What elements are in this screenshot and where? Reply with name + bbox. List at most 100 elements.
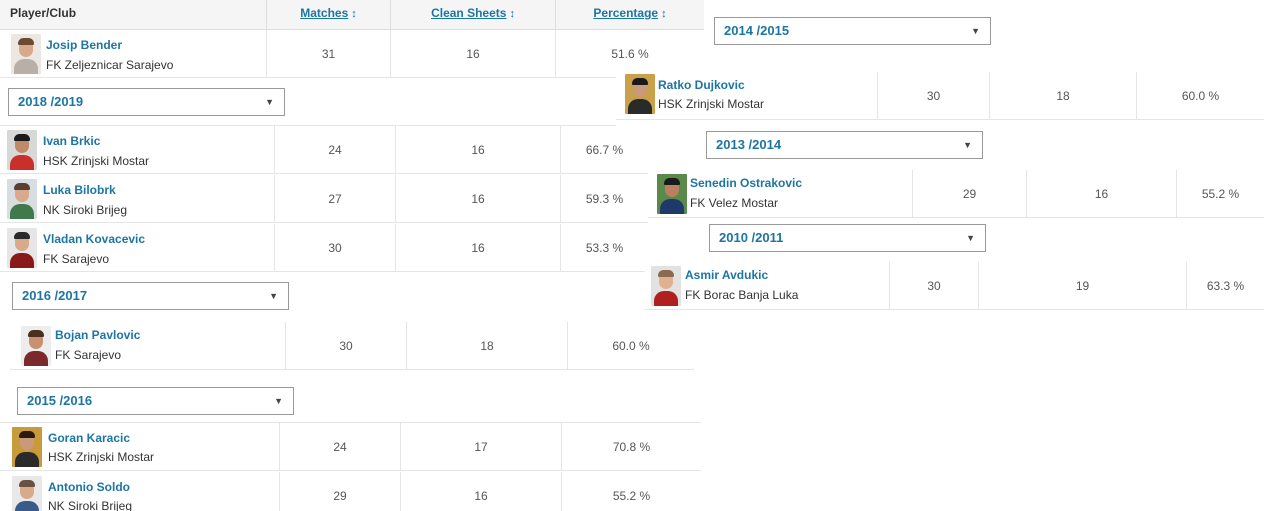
clean-sheets-cell: 16 — [395, 126, 560, 174]
season-select[interactable]: 2013 /2014 ▼ — [706, 131, 983, 159]
matches-cell: 29 — [279, 472, 400, 511]
clean-sheets-cell: 16 — [390, 30, 555, 78]
player-avatar — [651, 266, 681, 306]
caret-down-icon: ▼ — [971, 26, 980, 36]
player-club: FK Sarajevo — [43, 252, 110, 266]
table-row: Ratko Dujkovic HSK Zrinjski Mostar 30 18… — [616, 72, 1264, 120]
player-club: HSK Zrinjski Mostar — [658, 97, 765, 111]
season-select[interactable]: 2016 /2017 ▼ — [12, 282, 289, 310]
season-select[interactable]: 2018 /2019 ▼ — [8, 88, 285, 116]
player-avatar — [7, 130, 37, 170]
sort-icon: ↕ — [661, 8, 667, 20]
player-name-link[interactable]: Senedin Ostrakovic — [690, 176, 803, 190]
percentage-cell: 70.8 % — [561, 423, 701, 471]
player-name-link[interactable]: Bojan Pavlovic — [55, 328, 141, 342]
table-row: Senedin Ostrakovic FK Velez Mostar 29 16… — [648, 170, 1264, 218]
player-club: HSK Zrinjski Mostar — [43, 154, 150, 168]
player-avatar — [625, 74, 655, 114]
matches-cell: 24 — [279, 423, 400, 471]
divider — [0, 422, 701, 423]
clean-sheets-cell: 16 — [395, 224, 560, 272]
season-value: 2015 /2016 — [27, 393, 93, 408]
player-avatar — [11, 34, 41, 74]
player-name-link[interactable]: Ivan Brkic — [43, 134, 101, 148]
matches-cell: 27 — [274, 175, 395, 223]
caret-down-icon: ▼ — [274, 396, 283, 406]
player-club: NK Siroki Brijeg — [48, 499, 133, 511]
percentage-cell: 53.3 % — [560, 224, 648, 272]
table-row: Luka Bilobrk NK Siroki Brijeg 27 16 59.3… — [0, 175, 648, 223]
matches-cell: 30 — [274, 224, 395, 272]
player-name-link[interactable]: Ratko Dujkovic — [658, 78, 745, 92]
season-select[interactable]: 2010 /2011 ▼ — [709, 224, 986, 252]
season-select[interactable]: 2014 /2015 ▼ — [714, 17, 991, 45]
player-avatar — [7, 179, 37, 219]
clean-sheets-cell: 19 — [978, 262, 1186, 310]
percentage-cell: 60.0 % — [567, 322, 694, 370]
matches-cell: 30 — [889, 262, 978, 310]
player-avatar — [7, 228, 37, 268]
caret-down-icon: ▼ — [963, 140, 972, 150]
clean-sheets-cell: 16 — [395, 175, 560, 223]
matches-cell: 30 — [285, 322, 406, 370]
percentage-cell: 59.3 % — [560, 175, 648, 223]
table-row: Vladan Kovacevic FK Sarajevo 30 16 53.3 … — [0, 224, 648, 272]
clean-sheets-cell: 17 — [400, 423, 561, 471]
sort-icon: ↕ — [509, 8, 515, 20]
table-row: Antonio Soldo NK Siroki Brijeg 29 16 55.… — [0, 472, 701, 511]
matches-cell: 29 — [912, 170, 1026, 218]
table-row: Josip Bender FK Zeljeznicar Sarajevo 31 … — [0, 30, 704, 78]
table-row: Ivan Brkic HSK Zrinjski Mostar 24 16 66.… — [0, 126, 648, 174]
season-select[interactable]: 2015 /2016 ▼ — [17, 387, 294, 415]
percentage-cell: 60.0 % — [1136, 72, 1264, 120]
matches-cell: 30 — [877, 72, 989, 120]
player-club: FK Sarajevo — [55, 348, 122, 362]
season-value: 2016 /2017 — [22, 288, 88, 303]
percentage-cell: 55.2 % — [1176, 170, 1264, 218]
player-name-link[interactable]: Luka Bilobrk — [43, 183, 116, 197]
player-avatar — [657, 174, 687, 214]
sort-matches-button[interactable]: Matches ↕ — [266, 0, 390, 30]
percentage-cell: 55.2 % — [561, 472, 701, 511]
player-avatar — [21, 326, 51, 366]
table-header: Player/Club Matches ↕ Clean Sheets ↕ Perce… — [0, 0, 704, 30]
season-value: 2010 /2011 — [719, 230, 784, 245]
player-avatar — [12, 476, 42, 511]
column-header-percentage: Percentage — [593, 6, 659, 20]
player-club: FK Velez Mostar — [690, 196, 779, 210]
caret-down-icon: ▼ — [269, 291, 278, 301]
matches-cell: 24 — [274, 126, 395, 174]
player-name-link[interactable]: Antonio Soldo — [48, 480, 130, 494]
column-header-clean-sheets: Clean Sheets — [431, 6, 507, 20]
percentage-cell: 51.6 % — [555, 30, 704, 78]
player-name-link[interactable]: Josip Bender — [46, 38, 123, 52]
player-name-link[interactable]: Goran Karacic — [48, 431, 131, 445]
season-value: 2013 /2014 — [716, 137, 782, 152]
caret-down-icon: ▼ — [966, 233, 975, 243]
player-club: FK Borac Banja Luka — [685, 288, 799, 302]
player-club: HSK Zrinjski Mostar — [48, 450, 155, 464]
player-club: FK Zeljeznicar Sarajevo — [46, 58, 174, 72]
clean-sheets-cell: 18 — [406, 322, 567, 370]
sort-icon: ↕ — [351, 8, 357, 20]
percentage-cell: 66.7 % — [560, 126, 648, 174]
player-club: NK Siroki Brijeg — [43, 203, 128, 217]
sort-clean-sheets-button[interactable]: Clean Sheets ↕ — [390, 0, 555, 30]
sort-percentage-button[interactable]: Percentage ↕ — [555, 0, 704, 30]
clean-sheets-cell: 16 — [400, 472, 561, 511]
clean-sheets-cell: 16 — [1026, 170, 1176, 218]
caret-down-icon: ▼ — [265, 97, 274, 107]
table-row: Goran Karacic HSK Zrinjski Mostar 24 17 … — [0, 423, 701, 471]
season-value: 2014 /2015 — [724, 23, 790, 38]
column-header-player: Player/Club — [10, 6, 77, 20]
percentage-cell: 63.3 % — [1186, 262, 1264, 310]
divider — [0, 125, 616, 126]
player-avatar — [12, 427, 42, 467]
column-header-matches: Matches — [300, 6, 349, 20]
table-row: Asmir Avdukic FK Borac Banja Luka 30 19 … — [645, 262, 1264, 310]
player-name-link[interactable]: Asmir Avdukic — [685, 268, 769, 282]
clean-sheets-cell: 18 — [989, 72, 1136, 120]
player-name-link[interactable]: Vladan Kovacevic — [43, 232, 146, 246]
matches-cell: 31 — [266, 30, 390, 78]
table-row: Bojan Pavlovic FK Sarajevo 30 18 60.0 % — [10, 322, 694, 370]
